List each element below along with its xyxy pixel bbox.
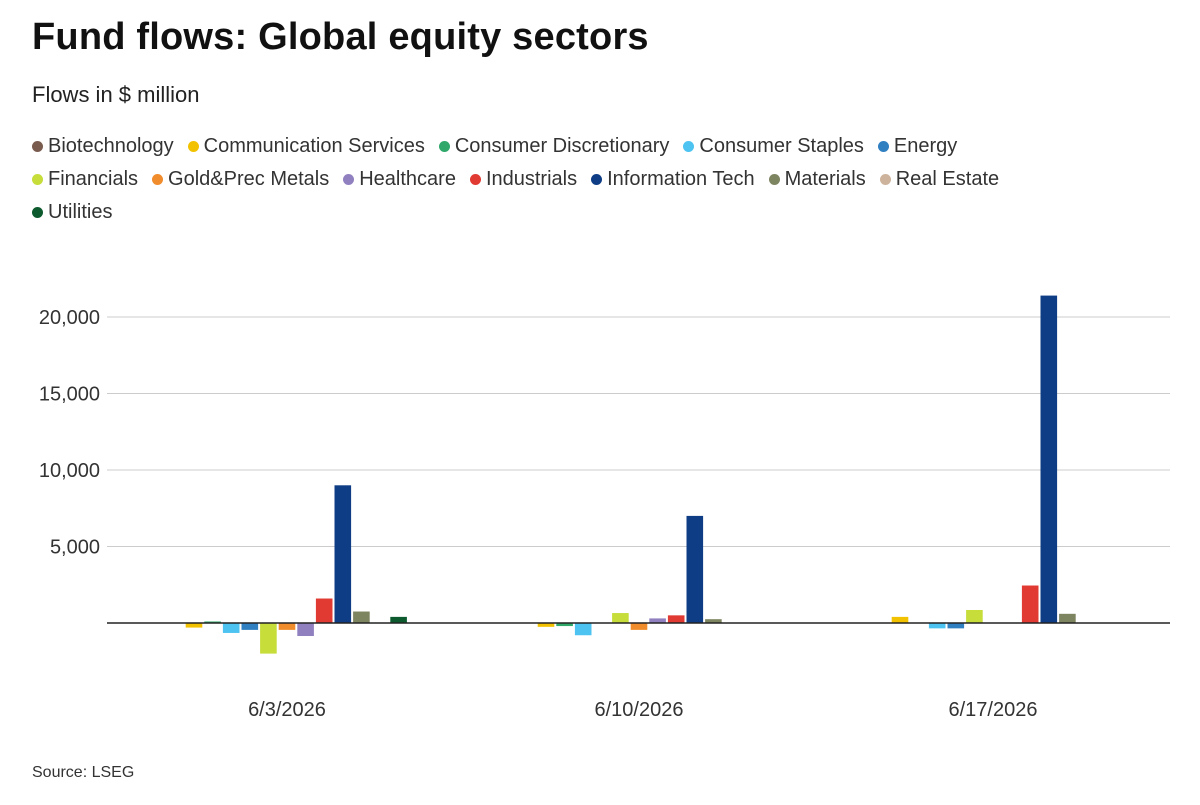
bar — [204, 621, 221, 623]
legend-item: Communication Services — [187, 135, 425, 158]
bar — [537, 623, 555, 627]
chart-subtitle: Flows in $ million — [32, 82, 200, 107]
bar — [353, 611, 370, 623]
legend-label: Energy — [893, 135, 958, 157]
bar — [649, 618, 666, 623]
bar — [966, 609, 983, 623]
legend-swatch — [152, 174, 164, 185]
legend-item: Information Tech — [591, 168, 755, 191]
legend-swatch — [469, 174, 481, 185]
bar — [574, 623, 592, 636]
bar — [315, 598, 333, 623]
legend-label: Materials — [784, 168, 866, 190]
bar — [891, 616, 909, 623]
legend-swatch — [187, 141, 199, 152]
legend-item: Energy — [877, 135, 958, 158]
bar — [1021, 585, 1039, 623]
legend-item: Financials — [32, 168, 138, 191]
bar — [334, 485, 352, 623]
bar — [1040, 295, 1058, 623]
legend-swatch — [877, 141, 889, 152]
chart-title: Fund flows: Global equity sectors — [32, 16, 649, 58]
legend-label: Consumer Discretionary — [454, 135, 670, 157]
legend-swatch — [879, 174, 891, 185]
bar — [1059, 613, 1076, 623]
bar — [222, 623, 240, 633]
legend-label: Financials — [48, 168, 139, 190]
legend-item: Utilities — [32, 201, 112, 224]
legend-item: Healthcare — [343, 168, 456, 191]
legend-label: Biotechnology — [48, 135, 174, 157]
legend-label: Communication Services — [203, 135, 425, 157]
bar — [241, 623, 259, 630]
legend-row: Utilities — [32, 196, 1152, 229]
bar — [278, 623, 296, 630]
bar — [556, 623, 573, 627]
legend-item: Gold&Prec Metals — [152, 168, 329, 191]
legend-label: Real Estate — [895, 168, 1000, 190]
legend-swatch — [32, 207, 43, 218]
legend-swatch — [32, 141, 43, 152]
legend-label: Utilities — [48, 201, 113, 223]
bar — [297, 623, 314, 637]
x-category-label: 6/3/2026 — [248, 699, 326, 721]
legend-row: Financials Gold&Prec Metals Healthcare Indu… — [32, 163, 1152, 196]
legend-swatch — [343, 174, 355, 185]
bar — [947, 623, 965, 629]
bar — [928, 623, 946, 629]
x-category-label: 6/17/2026 — [949, 699, 1038, 721]
legend-label: Industrials — [485, 168, 578, 190]
legend-label: Consumer Staples — [699, 135, 864, 157]
chart-source: Source: LSEG — [32, 764, 135, 781]
legend-item: Industrials — [469, 168, 578, 191]
legend-swatch — [591, 174, 603, 185]
bar — [667, 615, 685, 623]
legend-item: Materials — [768, 168, 866, 191]
legend-label: Gold&Prec Metals — [168, 168, 330, 190]
bar — [390, 616, 407, 623]
y-tick-label: 20,000 — [39, 307, 100, 329]
y-tick-label: 15,000 — [39, 384, 100, 406]
legend-swatch — [32, 174, 43, 185]
legend-item: Consumer Discretionary — [438, 135, 670, 158]
bar — [260, 623, 277, 654]
legend-swatch — [683, 141, 695, 152]
legend-item: Biotechnology — [32, 135, 174, 158]
legend-row: Biotechnology Communication Services Consu… — [32, 130, 1152, 163]
legend-swatch — [768, 174, 780, 185]
y-tick-label: 10,000 — [39, 460, 100, 482]
chart-legend: Biotechnology Communication Services Consu… — [32, 130, 1152, 229]
legend-label: Healthcare — [359, 168, 456, 190]
bar — [630, 623, 648, 630]
bar — [185, 623, 203, 628]
legend-item: Real Estate — [879, 168, 1000, 191]
y-tick-label: 5,000 — [50, 537, 100, 559]
legend-item: Consumer Staples — [683, 135, 864, 158]
legend-label: Information Tech — [607, 168, 755, 190]
legend-swatch — [438, 141, 450, 152]
x-category-label: 6/10/2026 — [595, 699, 684, 721]
bar — [686, 515, 704, 623]
bar — [612, 613, 629, 623]
bar — [705, 619, 722, 623]
